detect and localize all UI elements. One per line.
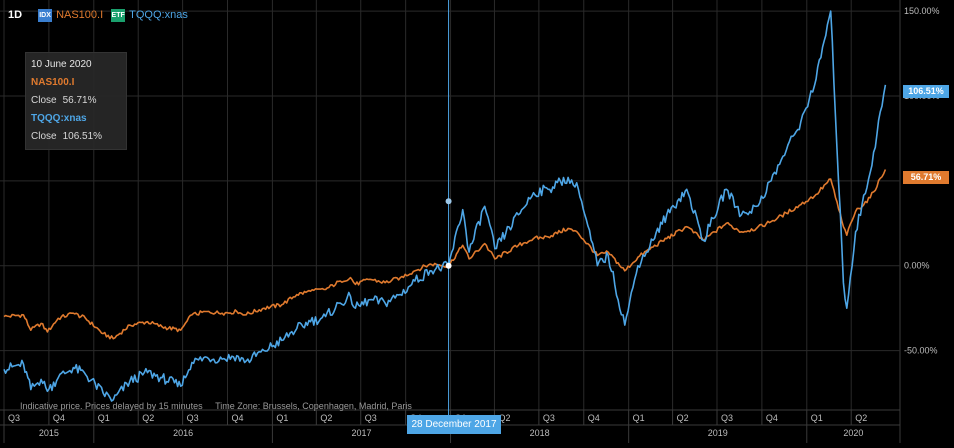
series-lines bbox=[3, 10, 887, 402]
symbol-nas100[interactable]: IDX NAS100.I bbox=[38, 8, 104, 22]
data-tooltip: 10 June 2020 NAS100.I Close 56.71% TQQQ:x… bbox=[25, 52, 127, 150]
timezone-text: Time Zone: Brussels, Copenhagen, Madrid,… bbox=[215, 401, 412, 411]
tooltip-series-name: TQQQ:xnas bbox=[31, 113, 87, 124]
chart-header: 1D IDX NAS100.I ETF TQQQ:xnas bbox=[0, 0, 196, 30]
price-disclaimer: Indicative price. Prices delayed by 15 m… bbox=[20, 401, 412, 411]
y-tick-label: 150.00% bbox=[904, 6, 940, 16]
crosshair-point bbox=[445, 262, 452, 269]
symbol-tqqq[interactable]: ETF TQQQ:xnas bbox=[111, 8, 188, 22]
x-tick-label-quarter: Q2 bbox=[677, 413, 689, 423]
x-tick-label-year: 2019 bbox=[708, 428, 728, 438]
crosshair bbox=[445, 0, 452, 415]
tooltip-close-value: 56.71% bbox=[62, 95, 97, 106]
series-line-nas100 bbox=[3, 169, 887, 340]
etf-icon: ETF bbox=[111, 8, 126, 22]
x-tick-label-year: 2018 bbox=[530, 428, 550, 438]
x-tick-label-year: 2015 bbox=[39, 428, 59, 438]
x-tick-label-year: 2020 bbox=[843, 428, 863, 438]
x-tick-label-quarter: Q4 bbox=[588, 413, 600, 423]
interval-selector[interactable]: 1D bbox=[8, 9, 23, 21]
index-icon: IDX bbox=[38, 8, 53, 22]
x-tick-label-quarter: Q2 bbox=[320, 413, 332, 423]
x-tick-label-quarter: Q3 bbox=[8, 413, 20, 423]
x-tick-label-year: 2017 bbox=[351, 428, 371, 438]
x-tick-label-quarter: Q4 bbox=[53, 413, 65, 423]
x-tick-label-quarter: Q3 bbox=[187, 413, 199, 423]
x-tick-label-quarter: Q1 bbox=[633, 413, 645, 423]
tooltip-close-label: Close bbox=[31, 131, 57, 142]
x-tick-label-year: 2016 bbox=[173, 428, 193, 438]
x-tick-label-quarter: Q2 bbox=[855, 413, 867, 423]
crosshair-marker bbox=[445, 198, 452, 205]
x-tick-label-quarter: Q4 bbox=[766, 413, 778, 423]
tqqq-last-value-label: 106.51% bbox=[903, 85, 949, 98]
y-tick-label: -50.00% bbox=[904, 346, 938, 356]
x-tick-label-quarter: Q3 bbox=[721, 413, 733, 423]
x-axis: Q3Q4Q1Q2Q3Q4Q1Q2Q3Q4Q1Q2Q3Q4Q1Q2Q3Q4Q1Q2… bbox=[0, 409, 900, 443]
x-tick-label-quarter: Q1 bbox=[98, 413, 110, 423]
tooltip-close-row: Close 56.71% bbox=[31, 92, 121, 110]
x-tick-label-quarter: Q1 bbox=[276, 413, 288, 423]
tooltip-close-value: 106.51% bbox=[62, 131, 103, 142]
x-tick-label-quarter: Q2 bbox=[498, 413, 510, 423]
grid-lines bbox=[0, 0, 901, 443]
disclaimer-text: Indicative price. Prices delayed by 15 m… bbox=[20, 401, 203, 411]
y-tick-label: 0.00% bbox=[904, 261, 930, 271]
x-tick-label-quarter: Q4 bbox=[232, 413, 244, 423]
x-tick-label-quarter: Q1 bbox=[811, 413, 823, 423]
tooltip-close-row: Close 106.51% bbox=[31, 128, 121, 146]
tooltip-date: 10 June 2020 bbox=[31, 59, 92, 70]
symbol-name-tqqq: TQQQ:xnas bbox=[129, 9, 188, 21]
series-line-tqqq bbox=[3, 10, 887, 402]
tooltip-close-label: Close bbox=[31, 95, 57, 106]
tooltip-series-name: NAS100.I bbox=[31, 77, 75, 88]
crosshair-date-label: 28 December 2017 bbox=[407, 415, 501, 434]
x-tick-label-quarter: Q3 bbox=[365, 413, 377, 423]
x-tick-label-quarter: Q2 bbox=[142, 413, 154, 423]
x-tick-label-quarter: Q3 bbox=[543, 413, 555, 423]
symbol-name-nas100: NAS100.I bbox=[56, 9, 104, 21]
nas100-last-value-label: 56.71% bbox=[903, 171, 949, 184]
